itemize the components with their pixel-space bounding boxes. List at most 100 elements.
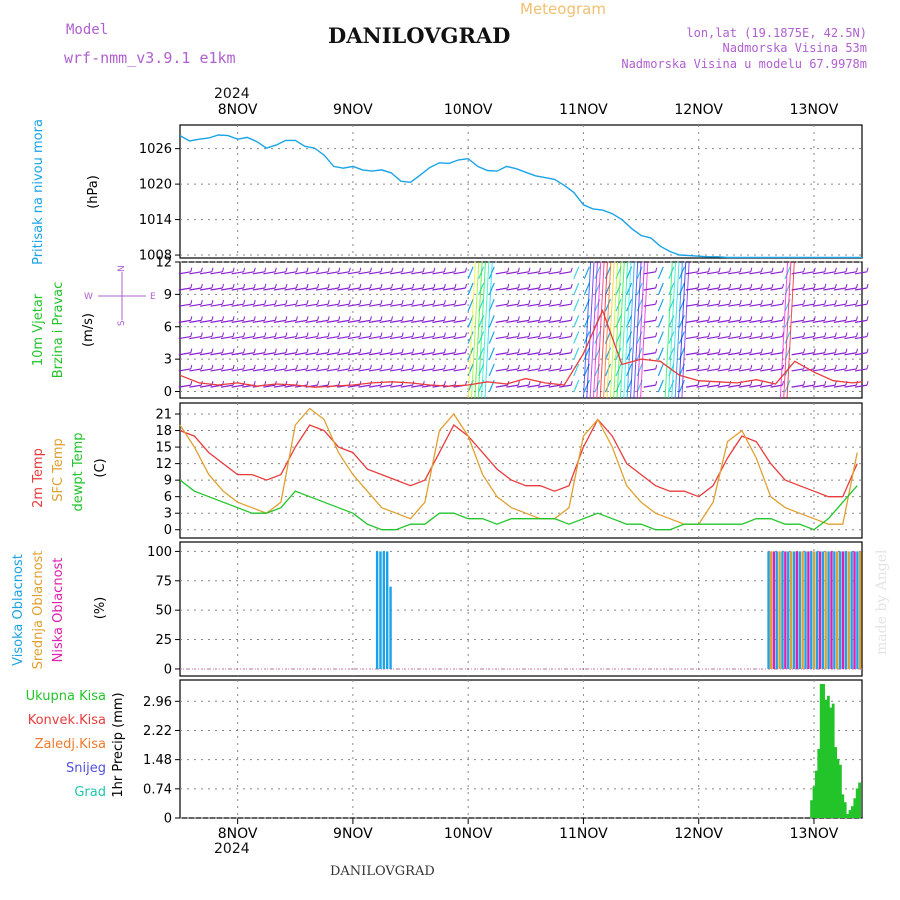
wind-barb <box>573 363 580 377</box>
wind-barb <box>273 384 286 388</box>
temp-ytick-label: 15 <box>155 441 172 456</box>
temp-line-sfc <box>179 407 858 525</box>
wind-barb <box>560 364 563 370</box>
wind-barb <box>253 316 256 321</box>
wind-barb <box>657 347 664 360</box>
wind-barb <box>231 303 244 307</box>
model-label: Model <box>66 22 108 38</box>
wind-barb <box>305 287 318 291</box>
wind-barb <box>274 283 277 289</box>
wind-barb <box>812 335 825 340</box>
wind-barb <box>791 319 804 323</box>
wind-barb <box>537 319 551 323</box>
wind-barb <box>274 364 277 370</box>
wind-barb <box>495 335 508 340</box>
wind-barb <box>845 283 848 289</box>
wind-barb <box>729 364 732 370</box>
wind-barb <box>844 319 857 323</box>
wind-barb <box>253 267 256 272</box>
wind-barb <box>643 352 656 356</box>
precip-bar <box>822 683 825 818</box>
wind-barb <box>327 364 330 370</box>
wind-barb <box>583 282 590 296</box>
wind-barb <box>432 335 445 340</box>
wind-barb <box>750 381 753 386</box>
wind-barb <box>559 287 572 291</box>
precip-bar <box>836 758 840 818</box>
wind-barb <box>516 352 530 356</box>
wind-barb <box>784 266 791 280</box>
wind-barb <box>210 303 223 307</box>
wind-barb <box>527 319 540 323</box>
compass-w: W <box>84 292 93 302</box>
wind-barb <box>252 271 265 275</box>
wind-storm-barb <box>636 261 645 399</box>
wind-barb <box>294 352 308 356</box>
wind-barb <box>548 352 561 356</box>
wind-barb <box>368 352 382 356</box>
wind-barb <box>243 364 246 370</box>
wind-barb <box>189 287 202 291</box>
wind-barb <box>306 283 309 289</box>
wind-barb <box>760 381 763 386</box>
wind-barb <box>488 347 495 360</box>
wind-barb <box>358 384 371 388</box>
wind-barb <box>453 319 466 323</box>
wind-barb <box>539 364 541 370</box>
wind-barb <box>421 319 434 323</box>
precip-bar <box>817 749 821 818</box>
wind-barb <box>570 381 573 386</box>
cloud-ytick-label: 50 <box>155 604 172 619</box>
wind-barb <box>421 303 434 307</box>
wind-barb <box>708 267 711 272</box>
wind-barb <box>433 348 436 353</box>
cloud-bar <box>379 551 382 669</box>
wind-barb <box>222 316 224 321</box>
wind-storm-barb <box>484 261 493 399</box>
wind-barb <box>284 287 297 291</box>
wind-storm-barb <box>671 261 680 399</box>
wind-barb <box>285 316 288 321</box>
wind-barb <box>739 348 742 353</box>
wind-barb <box>708 283 711 289</box>
wind-barb <box>812 319 825 323</box>
wind-barb <box>749 384 762 388</box>
wind-barb <box>738 303 751 307</box>
wind-barb <box>823 287 836 291</box>
wind-title-1: 10m Vjetar <box>31 293 46 366</box>
wind-barb <box>760 283 763 289</box>
wind-barb <box>516 303 530 307</box>
wind-barb <box>528 381 531 386</box>
wind-barb <box>432 319 445 323</box>
wind-storm-barb <box>593 261 602 399</box>
pressure-ytick-label: 1020 <box>139 178 172 193</box>
wind-barb <box>285 348 288 353</box>
wind-barb <box>454 267 457 272</box>
wind-barb <box>802 303 815 307</box>
wind-barb <box>717 352 730 356</box>
wind-barb <box>750 316 753 321</box>
wind-barb <box>380 267 383 272</box>
wind-barb <box>729 267 732 272</box>
wind-barb <box>560 316 563 321</box>
wind-barb <box>285 332 288 337</box>
wind-barb <box>655 283 658 289</box>
wind-barb <box>306 316 309 321</box>
wind-barb <box>708 316 711 321</box>
wind-barb <box>657 266 664 280</box>
cloud-bar <box>833 551 836 669</box>
wind-barb <box>232 364 235 370</box>
date-label-bottom: 11NOV <box>559 826 608 842</box>
wind-barb <box>190 283 193 289</box>
wind-barb <box>517 332 520 337</box>
wind-barb <box>442 335 456 340</box>
wind-barb <box>467 363 474 377</box>
wind-barb <box>507 283 510 289</box>
wind-barb <box>284 352 297 356</box>
wind-storm-barb <box>467 261 476 399</box>
wind-barb <box>855 364 858 370</box>
wind-barb <box>824 332 827 337</box>
wind-barb <box>433 267 436 272</box>
wind-barb <box>454 300 457 305</box>
wind-barb <box>390 319 403 323</box>
